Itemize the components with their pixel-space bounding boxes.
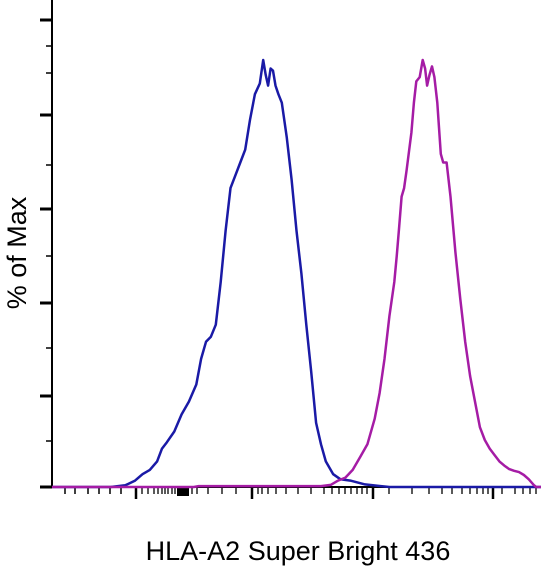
series-layer xyxy=(52,58,541,489)
series-line-2 xyxy=(52,58,541,489)
x-axis xyxy=(52,486,541,499)
x-axis-title: HLA-A2 Super Bright 436 xyxy=(146,536,451,566)
series-line-1 xyxy=(52,58,541,489)
y-axis-title: % of Max xyxy=(2,196,32,309)
y-axis xyxy=(40,0,53,489)
x-tick-cluster xyxy=(177,487,189,496)
